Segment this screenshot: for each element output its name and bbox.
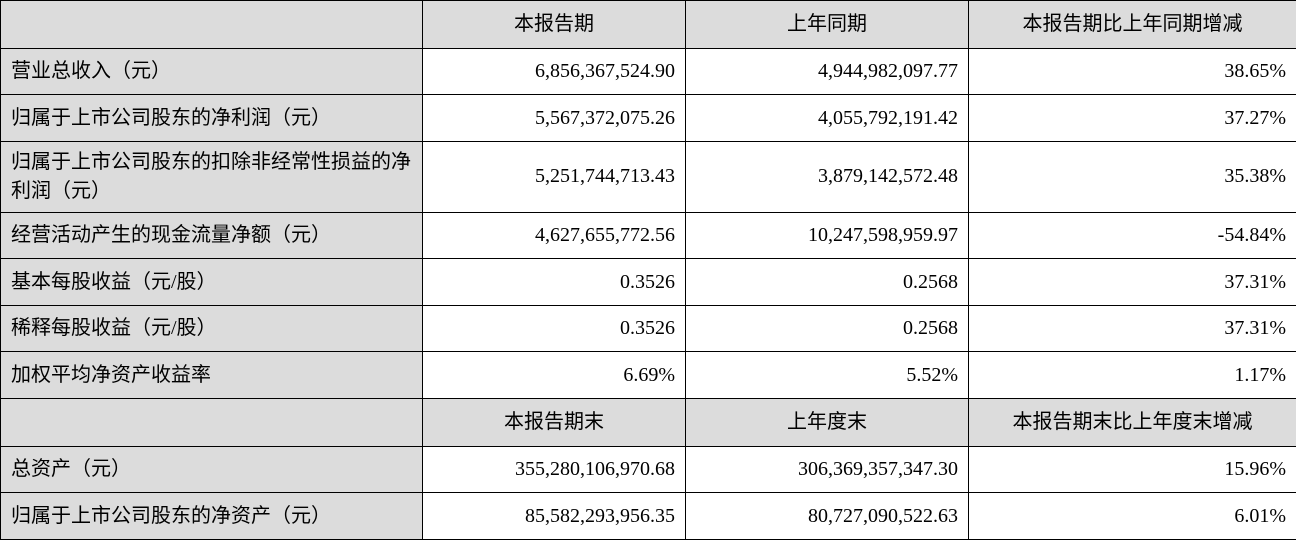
- table-header-row-balance: 本报告期末 上年度末 本报告期末比上年度末增减: [0, 398, 1296, 447]
- row-value-previous: 0.2568: [685, 258, 969, 306]
- row-value-change: 37.31%: [968, 258, 1296, 306]
- row-value-previous: 3,879,142,572.48: [685, 140, 969, 213]
- header-label-spacer-balance: [0, 398, 423, 447]
- row-value-previous: 4,055,792,191.42: [685, 94, 969, 142]
- row-value-current: 4,627,655,772.56: [422, 211, 686, 260]
- row-value-current: 0.3526: [422, 304, 686, 353]
- row-value-current: 5,251,744,713.43: [422, 140, 686, 213]
- row-value-previous: 4,944,982,097.77: [685, 47, 969, 96]
- row-label-weighted-roe: 加权平均净资产收益率: [0, 351, 423, 400]
- row-value-change: 38.65%: [968, 47, 1296, 96]
- table-row: 归属于上市公司股东的净利润（元） 5,567,372,075.26 4,055,…: [0, 94, 1296, 142]
- row-value-change: 6.01%: [968, 492, 1296, 540]
- row-value-previous: 80,727,090,522.63: [685, 492, 969, 540]
- row-label-net-assets: 归属于上市公司股东的净资产（元）: [0, 492, 423, 540]
- row-label-total-assets: 总资产（元）: [0, 445, 423, 494]
- row-label-diluted-eps: 稀释每股收益（元/股）: [0, 304, 423, 353]
- header-current-period-end: 本报告期末: [422, 398, 686, 447]
- table-row: 归属于上市公司股东的扣除非经常性损益的净利润（元） 5,251,744,713.…: [0, 140, 1296, 213]
- row-value-current: 85,582,293,956.35: [422, 492, 686, 540]
- row-value-change: -54.84%: [968, 211, 1296, 260]
- row-value-current: 355,280,106,970.68: [422, 445, 686, 494]
- row-value-previous: 5.52%: [685, 351, 969, 400]
- table-row: 营业总收入（元） 6,856,367,524.90 4,944,982,097.…: [0, 47, 1296, 96]
- table-row: 总资产（元） 355,280,106,970.68 306,369,357,34…: [0, 445, 1296, 494]
- row-label-net-profit: 归属于上市公司股东的净利润（元）: [0, 94, 423, 142]
- row-label-operating-cashflow: 经营活动产生的现金流量净额（元）: [0, 211, 423, 260]
- row-value-current: 6.69%: [422, 351, 686, 400]
- table-header-row-period: 本报告期 上年同期 本报告期比上年同期增减: [0, 0, 1296, 49]
- row-value-previous: 306,369,357,347.30: [685, 445, 969, 494]
- row-label-total-revenue: 营业总收入（元）: [0, 47, 423, 96]
- row-value-change: 37.31%: [968, 304, 1296, 353]
- row-label-net-profit-deducted: 归属于上市公司股东的扣除非经常性损益的净利润（元）: [0, 140, 423, 213]
- row-value-current: 6,856,367,524.90: [422, 47, 686, 96]
- row-value-change: 1.17%: [968, 351, 1296, 400]
- table-row: 稀释每股收益（元/股） 0.3526 0.2568 37.31%: [0, 304, 1296, 353]
- header-previous-period: 上年同期: [685, 0, 969, 49]
- row-value-change: 37.27%: [968, 94, 1296, 142]
- header-label-spacer: [0, 0, 423, 49]
- table-row: 经营活动产生的现金流量净额（元） 4,627,655,772.56 10,247…: [0, 211, 1296, 260]
- table-row: 加权平均净资产收益率 6.69% 5.52% 1.17%: [0, 351, 1296, 400]
- row-value-current: 5,567,372,075.26: [422, 94, 686, 142]
- row-value-current: 0.3526: [422, 258, 686, 306]
- row-label-basic-eps: 基本每股收益（元/股）: [0, 258, 423, 306]
- header-current-period: 本报告期: [422, 0, 686, 49]
- row-value-change: 15.96%: [968, 445, 1296, 494]
- header-period-change: 本报告期比上年同期增减: [968, 0, 1296, 49]
- header-previous-year-end: 上年度末: [685, 398, 969, 447]
- table-row: 归属于上市公司股东的净资产（元） 85,582,293,956.35 80,72…: [0, 492, 1296, 540]
- table-row: 基本每股收益（元/股） 0.3526 0.2568 37.31%: [0, 258, 1296, 306]
- row-value-change: 35.38%: [968, 140, 1296, 213]
- row-value-previous: 10,247,598,959.97: [685, 211, 969, 260]
- row-value-previous: 0.2568: [685, 304, 969, 353]
- header-balance-change: 本报告期末比上年度末增减: [968, 398, 1296, 447]
